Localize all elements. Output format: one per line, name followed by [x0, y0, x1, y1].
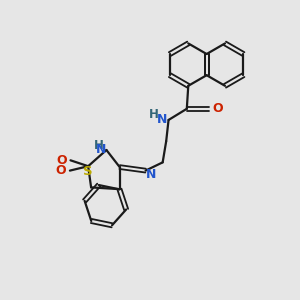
Text: H: H	[94, 140, 103, 152]
Text: O: O	[213, 102, 223, 115]
Text: N: N	[146, 168, 156, 181]
Text: N: N	[96, 143, 106, 157]
Text: O: O	[56, 154, 67, 167]
Text: H: H	[149, 108, 159, 121]
Text: O: O	[56, 164, 66, 177]
Text: N: N	[157, 113, 167, 126]
Text: S: S	[83, 165, 93, 178]
